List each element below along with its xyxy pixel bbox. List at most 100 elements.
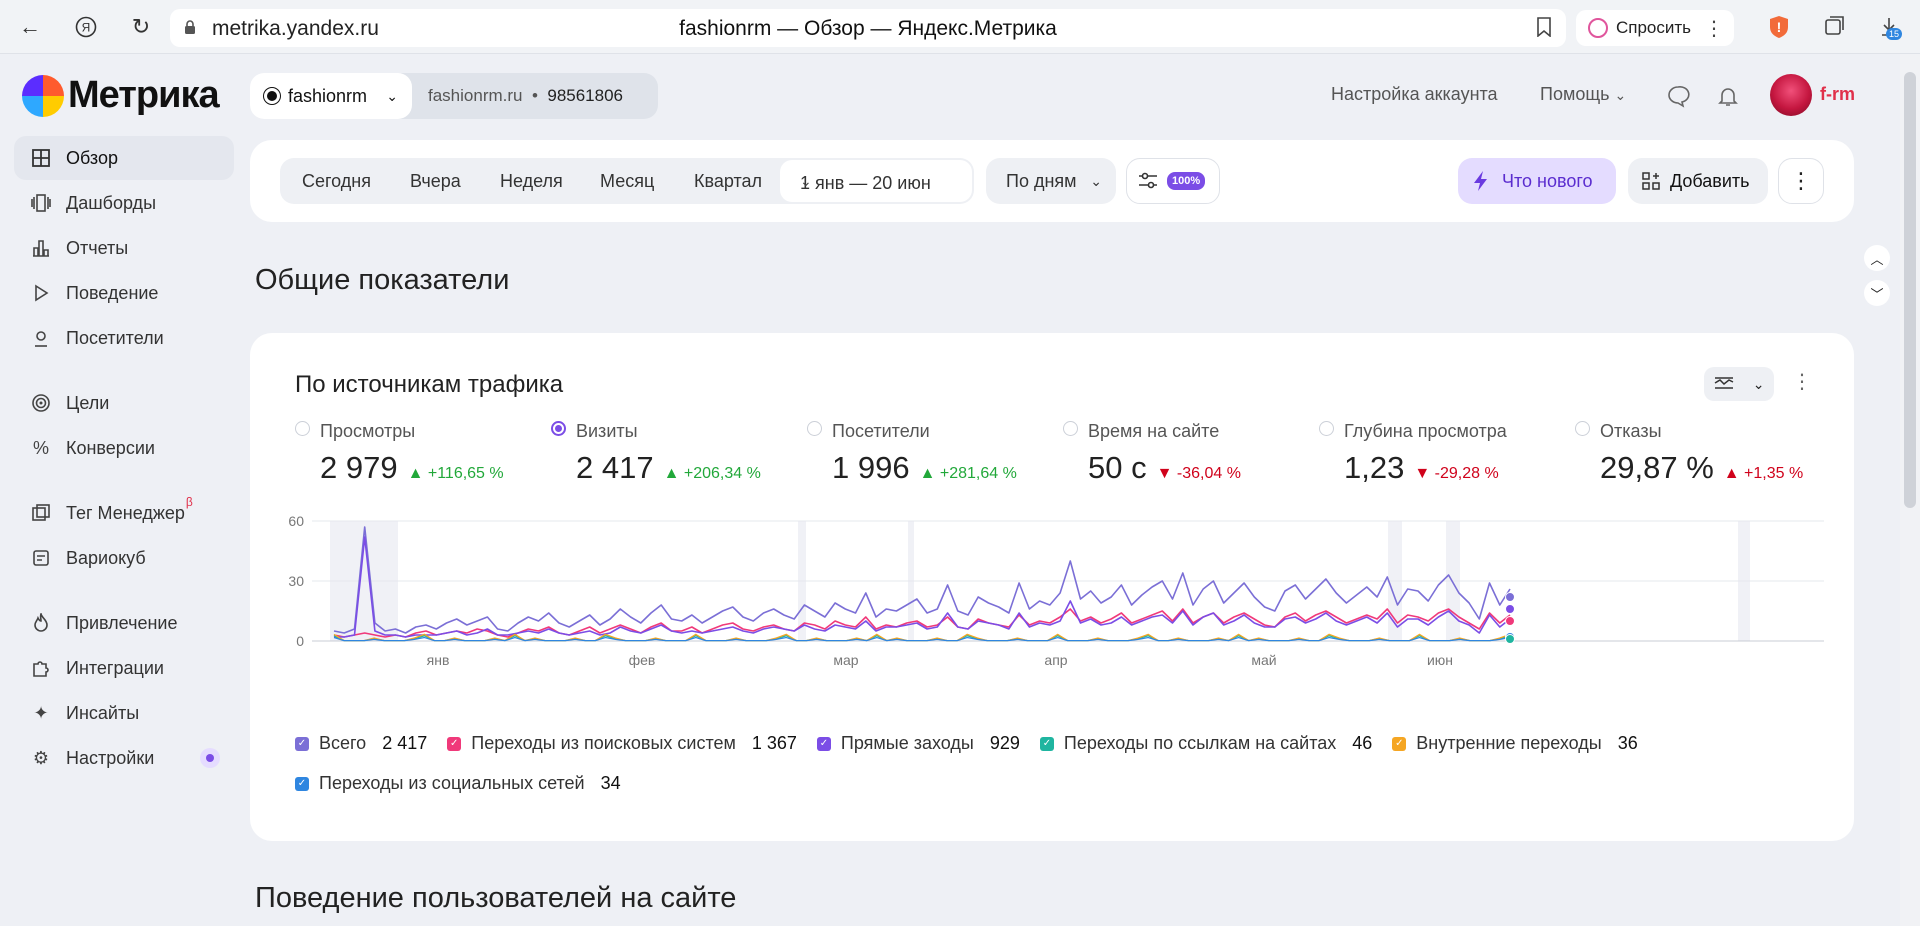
reload-icon[interactable]: ↻ bbox=[131, 14, 151, 39]
metric-bounce-rate[interactable]: Отказы 29,87 % ▲ +1,35 % bbox=[1575, 421, 1815, 486]
bell-icon[interactable] bbox=[1716, 84, 1740, 108]
legend-item-direct[interactable]: ✓ Прямые заходы 929 bbox=[816, 733, 1040, 754]
radio-selected[interactable] bbox=[551, 421, 566, 436]
radio[interactable] bbox=[1063, 421, 1078, 436]
traffic-line-chart[interactable]: 60 30 0 янв фев мар апр май июн bbox=[272, 503, 1832, 673]
sidebar-item-variocube[interactable]: Вариокуб bbox=[14, 536, 234, 580]
ask-label: Спросить bbox=[1616, 18, 1692, 37]
scrollbar-thumb[interactable] bbox=[1904, 72, 1916, 508]
metric-page-depth[interactable]: Глубина просмотра 1,23 ▼ -29,28 % bbox=[1319, 421, 1559, 486]
y-tick-label: 30 bbox=[288, 573, 304, 589]
sidebar-item-insights[interactable]: ✦ Инсайты bbox=[14, 691, 234, 735]
period-today[interactable]: Сегодня bbox=[302, 171, 371, 191]
metric-delta-text: +206,34 % bbox=[683, 465, 761, 482]
sampling-button[interactable]: 100% bbox=[1126, 158, 1220, 204]
more-icon[interactable]: ⋮ bbox=[1778, 158, 1824, 204]
date-range-picker[interactable]: 1 янв — 20 июн ⌄ bbox=[780, 160, 972, 202]
checkbox-checked[interactable]: ✓ bbox=[816, 736, 831, 751]
checkbox-checked[interactable]: ✓ bbox=[295, 776, 309, 791]
collections-icon[interactable] bbox=[1822, 14, 1848, 40]
user-name[interactable]: f-rm bbox=[1820, 84, 1855, 105]
tag-manager-icon bbox=[30, 502, 52, 524]
sidebar-item-label: Обзор bbox=[66, 147, 118, 168]
whats-new-button[interactable]: Что нового bbox=[1458, 158, 1616, 204]
sidebar-item-behavior[interactable]: Поведение bbox=[14, 271, 234, 315]
sidebar-item-tag-manager[interactable]: Тег Менеджерβ bbox=[14, 491, 234, 535]
metric-label: Визиты bbox=[576, 421, 638, 441]
sidebar-item-goals[interactable]: Цели bbox=[14, 381, 234, 425]
radio[interactable] bbox=[295, 421, 310, 436]
sidebar-item-overview[interactable]: Обзор bbox=[14, 136, 234, 180]
yandex-icon[interactable]: Я bbox=[72, 13, 100, 41]
counter-select[interactable]: fashionrm ⌄ bbox=[250, 73, 412, 119]
x-tick-label: мар bbox=[833, 652, 858, 668]
series-endpoint bbox=[1505, 592, 1515, 602]
more-icon[interactable]: ⋮ bbox=[1704, 17, 1724, 40]
checkbox-checked[interactable]: ✓ bbox=[1392, 736, 1407, 751]
legend-item-total[interactable]: ✓ Всего 2 417 bbox=[295, 733, 447, 754]
bookmark-icon[interactable] bbox=[1536, 17, 1552, 43]
downloads-badge: 15 bbox=[1886, 28, 1903, 40]
chevron-down-icon[interactable]: ﹀ bbox=[1864, 280, 1890, 306]
counter-name: fashionrm bbox=[288, 85, 368, 106]
sidebar-item-settings[interactable]: ⚙ Настройки bbox=[14, 736, 234, 780]
metric-delta: ▼ -36,04 % bbox=[1156, 465, 1241, 482]
metric-visitors[interactable]: Посетители 1 996 ▲ +281,64 % bbox=[807, 421, 1047, 486]
more-icon[interactable]: ⋮ bbox=[1792, 371, 1812, 393]
metrika-logo[interactable]: Метрика bbox=[22, 74, 220, 117]
checkbox-checked[interactable]: ✓ bbox=[1039, 736, 1054, 751]
shield-icon[interactable]: ! bbox=[1766, 14, 1792, 40]
sidebar-item-reports[interactable]: Отчеты bbox=[14, 226, 234, 270]
radio[interactable] bbox=[1319, 421, 1334, 436]
filter-toolbar: Сегодня Вчера Неделя Месяц Квартал 1 янв… bbox=[250, 140, 1854, 222]
metric-label: Глубина просмотра bbox=[1344, 421, 1507, 441]
metric-delta: ▲ +1,35 % bbox=[1723, 465, 1804, 482]
metric-time-on-site[interactable]: Время на сайте 50 с ▼ -36,04 % bbox=[1063, 421, 1303, 486]
legend-label: Прямые заходы bbox=[840, 733, 974, 753]
chevron-up-icon[interactable]: ︿ bbox=[1864, 245, 1890, 271]
series-endpoint bbox=[1505, 616, 1515, 626]
chat-icon[interactable] bbox=[1666, 84, 1690, 108]
chart-settings-icon bbox=[1714, 375, 1734, 394]
card-title: По источникам трафика bbox=[295, 371, 564, 398]
metric-visits[interactable]: Визиты 2 417 ▲ +206,34 % bbox=[551, 421, 791, 486]
account-settings-link[interactable]: Настройка аккаунта bbox=[1331, 84, 1498, 104]
avatar[interactable] bbox=[1770, 74, 1812, 116]
legend-label: Внутренние переходы bbox=[1416, 733, 1602, 753]
period-week[interactable]: Неделя bbox=[500, 171, 563, 191]
legend-item-search[interactable]: ✓ Переходы из поисковых систем 1 367 bbox=[447, 733, 817, 754]
radio[interactable] bbox=[1575, 421, 1590, 436]
address-bar[interactable]: metrika.yandex.ru fashionrm — Обзор — Ян… bbox=[170, 9, 1566, 47]
period-month[interactable]: Месяц bbox=[600, 171, 655, 191]
sidebar-item-dashboards[interactable]: Дашборды bbox=[14, 181, 234, 225]
back-icon[interactable]: ← bbox=[19, 14, 41, 39]
sidebar-item-conversions[interactable]: % Конверсии bbox=[14, 426, 234, 470]
metric-label: Отказы bbox=[1600, 421, 1662, 441]
legend-item-links[interactable]: ✓ Переходы по ссылкам на сайтах 46 bbox=[1039, 733, 1392, 754]
metric-pageviews[interactable]: Просмотры 2 979 ▲ +116,65 % bbox=[295, 421, 535, 486]
scrollbar[interactable] bbox=[1900, 54, 1920, 926]
radio[interactable] bbox=[807, 421, 822, 436]
add-button[interactable]: Добавить bbox=[1628, 158, 1768, 204]
sidebar-item-visitors[interactable]: Посетители bbox=[14, 316, 234, 360]
ask-button[interactable]: Спросить ⋮ bbox=[1576, 10, 1734, 46]
help-menu[interactable]: Помощь ⌄ bbox=[1540, 84, 1626, 105]
legend-item-internal[interactable]: ✓ Внутренние переходы 36 bbox=[1392, 733, 1657, 754]
downloads-icon[interactable]: 15 bbox=[1876, 14, 1903, 40]
user-label: f-rm bbox=[1820, 84, 1855, 104]
url-text: metrika.yandex.ru bbox=[212, 17, 379, 40]
sidebar-item-acquisition[interactable]: Привлечение bbox=[14, 601, 234, 645]
sidebar-item-integrations[interactable]: Интеграции bbox=[14, 646, 234, 690]
counter-icon bbox=[264, 88, 280, 104]
period-quarter[interactable]: Квартал bbox=[694, 171, 763, 191]
metric-delta: ▲ +281,64 % bbox=[919, 465, 1017, 482]
legend-item-social[interactable]: ✓ Переходы из социальных сетей 34 bbox=[295, 773, 641, 794]
checkbox-checked[interactable]: ✓ bbox=[447, 736, 462, 751]
period-yesterday[interactable]: Вчера bbox=[410, 171, 461, 191]
metric-delta-text: +1,35 % bbox=[1744, 465, 1804, 482]
counter-switcher[interactable]: fashionrm ⌄ fashionrm.ru • 98561806 bbox=[250, 73, 658, 119]
grouping-select[interactable]: По дням ⌄ bbox=[986, 158, 1116, 204]
chart-type-select[interactable]: ⌄ bbox=[1704, 367, 1774, 401]
checkbox-checked[interactable]: ✓ bbox=[295, 736, 309, 751]
puzzle-icon bbox=[30, 657, 52, 679]
